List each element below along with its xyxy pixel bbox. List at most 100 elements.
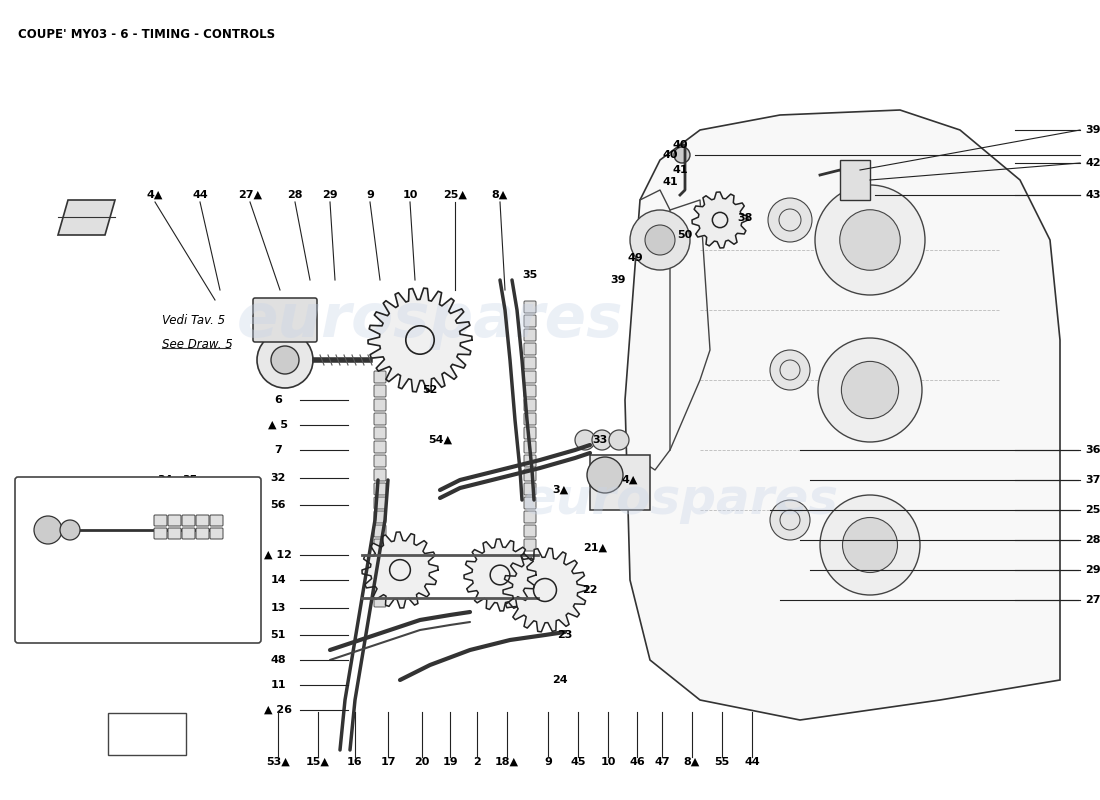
FancyBboxPatch shape [524, 497, 536, 509]
Circle shape [843, 518, 898, 573]
Circle shape [839, 210, 900, 270]
FancyBboxPatch shape [524, 343, 536, 355]
Text: 13: 13 [271, 603, 286, 613]
Text: 51: 51 [271, 630, 286, 640]
FancyBboxPatch shape [182, 515, 195, 526]
Text: 8▲: 8▲ [492, 190, 508, 200]
Text: 40: 40 [672, 140, 688, 150]
FancyBboxPatch shape [182, 528, 195, 539]
Circle shape [770, 350, 810, 390]
FancyBboxPatch shape [374, 567, 386, 579]
Text: 37: 37 [1085, 475, 1100, 485]
Text: 22: 22 [582, 585, 597, 595]
Text: 29: 29 [322, 190, 338, 200]
Text: 49: 49 [627, 253, 642, 263]
FancyBboxPatch shape [374, 553, 386, 565]
FancyBboxPatch shape [196, 515, 209, 526]
Polygon shape [503, 548, 587, 632]
Text: 27▲: 27▲ [1085, 595, 1100, 605]
Text: 4▲: 4▲ [146, 190, 163, 200]
Text: 42: 42 [1085, 158, 1100, 168]
Text: 28: 28 [287, 190, 303, 200]
FancyBboxPatch shape [524, 455, 536, 467]
Text: 31: 31 [64, 487, 79, 497]
Text: 35: 35 [522, 270, 538, 280]
Text: 10: 10 [601, 757, 616, 767]
Text: 44: 44 [192, 190, 208, 200]
Text: Vedi Tav. 5: Vedi Tav. 5 [162, 314, 226, 326]
Bar [590, 455, 650, 510]
Circle shape [820, 495, 920, 595]
FancyBboxPatch shape [524, 385, 536, 397]
Text: 29: 29 [1085, 565, 1100, 575]
FancyBboxPatch shape [196, 528, 209, 539]
FancyBboxPatch shape [524, 357, 536, 369]
FancyBboxPatch shape [374, 371, 386, 383]
Circle shape [815, 185, 925, 295]
Text: 34: 34 [157, 475, 173, 485]
Text: 7: 7 [274, 445, 282, 455]
FancyBboxPatch shape [374, 469, 386, 481]
Text: 54▲: 54▲ [428, 435, 452, 445]
FancyBboxPatch shape [524, 511, 536, 523]
FancyBboxPatch shape [154, 515, 167, 526]
Text: 9: 9 [544, 757, 552, 767]
FancyBboxPatch shape [524, 427, 536, 439]
Text: 38: 38 [737, 213, 752, 223]
FancyBboxPatch shape [374, 525, 386, 537]
Text: 30: 30 [37, 487, 53, 497]
Text: 32: 32 [271, 473, 286, 483]
Text: 16: 16 [348, 757, 363, 767]
Text: 41: 41 [672, 165, 688, 175]
Text: 32: 32 [87, 487, 102, 497]
Text: ▲ 26: ▲ 26 [264, 705, 292, 715]
Text: ▲ = 1: ▲ = 1 [128, 727, 166, 741]
FancyBboxPatch shape [374, 413, 386, 425]
Text: 9: 9 [366, 190, 374, 200]
FancyBboxPatch shape [524, 525, 536, 537]
Text: 56: 56 [271, 500, 286, 510]
Text: 44: 44 [744, 757, 760, 767]
FancyBboxPatch shape [374, 441, 386, 453]
Text: 27▲: 27▲ [238, 190, 262, 200]
FancyBboxPatch shape [524, 539, 536, 551]
FancyBboxPatch shape [168, 528, 182, 539]
Text: 35: 35 [183, 475, 198, 485]
Circle shape [818, 338, 922, 442]
FancyBboxPatch shape [374, 483, 386, 495]
Text: See Draw. 5: See Draw. 5 [162, 338, 233, 351]
Polygon shape [625, 110, 1060, 720]
Text: 20: 20 [415, 757, 430, 767]
Text: 23: 23 [558, 630, 573, 640]
Text: 21▲: 21▲ [583, 543, 607, 553]
Text: 53▲: 53▲ [266, 757, 290, 767]
Text: 45: 45 [570, 757, 585, 767]
Text: ▲ 5: ▲ 5 [268, 420, 288, 430]
Circle shape [592, 430, 612, 450]
FancyBboxPatch shape [524, 399, 536, 411]
FancyBboxPatch shape [374, 399, 386, 411]
Polygon shape [368, 288, 472, 392]
Circle shape [34, 516, 62, 544]
FancyBboxPatch shape [524, 483, 536, 495]
Text: 50: 50 [678, 230, 693, 240]
FancyBboxPatch shape [154, 528, 167, 539]
Text: 52: 52 [422, 385, 438, 395]
FancyBboxPatch shape [524, 371, 536, 383]
FancyBboxPatch shape [374, 539, 386, 551]
FancyBboxPatch shape [374, 455, 386, 467]
Text: 3▲: 3▲ [552, 485, 568, 495]
Text: Valid till engine Nr. 76866: Valid till engine Nr. 76866 [54, 615, 207, 625]
Text: 25▲: 25▲ [443, 190, 466, 200]
Circle shape [257, 332, 314, 388]
FancyBboxPatch shape [524, 329, 536, 341]
Text: 41: 41 [662, 177, 678, 187]
Text: 36: 36 [1085, 445, 1100, 455]
Circle shape [575, 430, 595, 450]
FancyBboxPatch shape [374, 497, 386, 509]
Polygon shape [362, 532, 438, 608]
Circle shape [674, 147, 690, 163]
Text: 47: 47 [654, 757, 670, 767]
Text: 48: 48 [271, 655, 286, 665]
Text: 46: 46 [629, 757, 645, 767]
